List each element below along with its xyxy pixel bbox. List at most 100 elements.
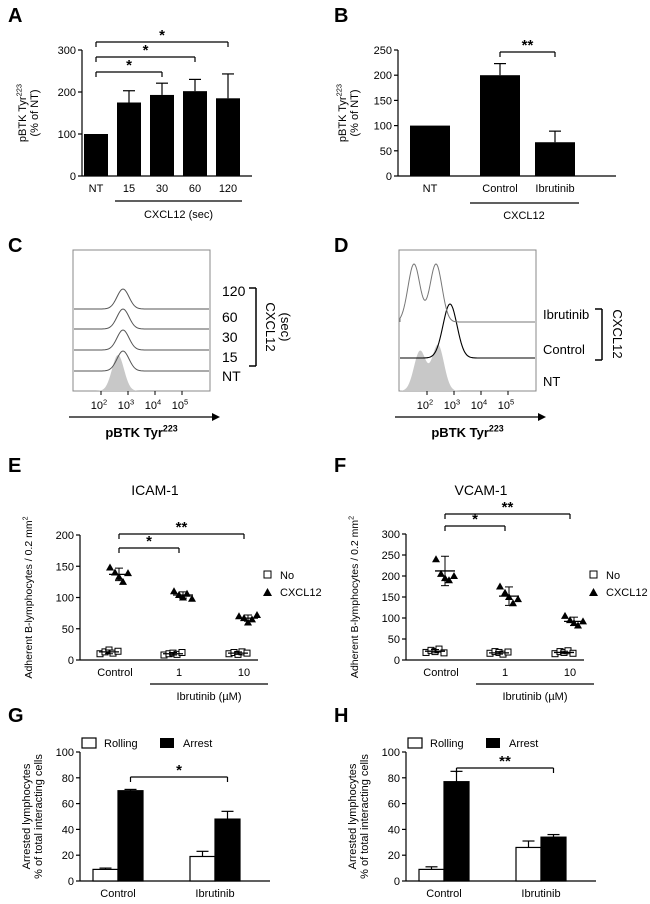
y-tick-label: 80	[388, 773, 400, 785]
data-point-cxcl12	[253, 611, 261, 618]
legend-marker-no	[589, 570, 598, 579]
y-axis-label: pBTK Tyr223 (% of NT)	[14, 84, 41, 142]
bar	[150, 94, 174, 176]
legend-swatch-arrest	[486, 738, 500, 748]
y-label-line2: % of total interacting cells	[33, 754, 45, 879]
y-label-line1: pBTK Tyr223	[14, 84, 29, 142]
x-tick-label: 10	[238, 667, 250, 679]
bar	[84, 134, 108, 176]
legend-marker-cxcl12	[589, 588, 598, 596]
y-label-line2: (% of NT)	[349, 89, 361, 136]
group-label: Ibrutinib (µM)	[176, 691, 241, 703]
legend-label: No	[606, 570, 620, 582]
panel-letter: B	[334, 5, 348, 27]
bar	[410, 125, 450, 176]
legend-label: CXCL12	[280, 587, 322, 599]
panel-letter: C	[8, 235, 22, 257]
y-label-line1: pBTK Tyr223	[334, 84, 349, 142]
panel-letter: F	[334, 455, 346, 477]
y-tick-label: 100	[382, 747, 400, 759]
panel-letter: A	[8, 5, 22, 27]
x-tick-label: 103	[118, 397, 134, 412]
bracket-label: CXCL12	[263, 302, 278, 351]
y-tick-label: 20	[388, 850, 400, 862]
y-tick-label: 100	[56, 593, 74, 605]
track-label: NT	[222, 368, 241, 384]
x-tick-label: 1	[502, 667, 508, 679]
histogram-fill	[400, 344, 535, 391]
y-tick-label: 100	[374, 121, 392, 133]
y-tick-label: 50	[62, 624, 74, 636]
legend-swatch-arrest	[160, 738, 174, 748]
x-tick-label: 103	[444, 397, 460, 412]
data-point-cxcl12	[106, 563, 114, 571]
x-tick-label: Control	[423, 667, 458, 679]
y-label-line1: Arrested lymphocytes	[347, 763, 359, 869]
significance-star: **	[499, 753, 511, 770]
data-point-cxcl12	[119, 577, 127, 585]
panel-letter: G	[8, 705, 24, 727]
track-label: 60	[222, 309, 238, 325]
x-tick-label: 1	[176, 667, 182, 679]
bar-arrest	[540, 836, 567, 882]
track-label: 15	[222, 349, 238, 365]
y-tick-label: 100	[56, 747, 74, 759]
chart-title: VCAM-1	[455, 482, 508, 498]
x-tick-label: NT	[89, 183, 104, 195]
bar-arrest	[443, 781, 470, 882]
bracket-label: CXCL12	[610, 309, 625, 358]
data-point-cxcl12	[437, 569, 445, 577]
y-tick-label: 300	[58, 45, 76, 57]
data-point-cxcl12	[124, 569, 132, 577]
data-point-cxcl12	[432, 555, 440, 563]
data-point-no	[569, 649, 577, 657]
y-tick-label: 150	[382, 592, 400, 604]
y-label-line1: Arrested lymphocytes	[21, 763, 33, 869]
x-tick-label: Control	[426, 888, 461, 900]
y-tick-label: 0	[386, 171, 392, 183]
y-tick-label: 80	[62, 773, 74, 785]
y-axis-label: Arrested lymphocytes% of total interacti…	[347, 754, 371, 879]
x-axis-arrowhead	[538, 413, 546, 421]
x-tick-label: 105	[172, 397, 188, 412]
y-tick-label: 60	[388, 799, 400, 811]
y-tick-label: 150	[374, 95, 392, 107]
panel-a: A 0 100 200 300 NT 15 30 60 120 CXCL12 (sec) * * * pBT…	[8, 5, 252, 221]
y-axis-label: pBTK Tyr223 (% of NT)	[334, 84, 361, 142]
panel-letter: H	[334, 705, 348, 727]
y-tick-label: 250	[374, 45, 392, 57]
panel-letter: E	[8, 455, 21, 477]
bar	[183, 91, 207, 176]
x-tick-label: NT	[423, 183, 438, 195]
legend-label: No	[280, 570, 294, 582]
bar-rolling	[418, 868, 445, 882]
panel-b: B 0 50 100 150 200 250 NT Control Ibrutinib CXCL12…	[334, 5, 616, 222]
track-label: Control	[543, 342, 585, 357]
x-tick-label: 30	[156, 183, 168, 195]
y-tick-label: 300	[382, 529, 400, 541]
y-tick-label: 200	[58, 87, 76, 99]
x-axis-label: pBTK Tyr223	[431, 424, 503, 440]
panel-f: F VCAM-1 0 50 100 150 200 250 300 Control 1 10 Ibrut…	[334, 455, 648, 703]
bar	[480, 75, 520, 176]
panel-c: C 102 103 104 105 pBTK Tyr223 NT 15 30 60 120 CXCL1…	[8, 235, 293, 440]
x-axis-label: pBTK Tyr223	[105, 424, 177, 440]
bar	[216, 98, 240, 176]
bar-arrest	[214, 818, 241, 882]
data-point-cxcl12	[514, 595, 522, 603]
y-tick-label: 0	[70, 171, 76, 183]
significance-star: *	[159, 27, 165, 44]
panel-e: E ICAM-1 0 50 100 150 200 Control 1 10 Ibrutinib (…	[8, 455, 322, 703]
histogram-trace	[400, 303, 535, 359]
plot-frame	[72, 249, 211, 392]
data-point-cxcl12	[501, 588, 509, 596]
y-tick-label: 0	[394, 655, 400, 667]
panel-letter: D	[334, 235, 348, 257]
y-axis-label: Adherent B-lymphocytes / 0.2 mm2	[348, 516, 361, 678]
significance-star: *	[146, 533, 152, 550]
histogram-trace	[399, 263, 535, 323]
data-point-cxcl12	[188, 594, 196, 602]
significance-star: *	[126, 57, 132, 74]
histogram-trace	[74, 288, 209, 310]
